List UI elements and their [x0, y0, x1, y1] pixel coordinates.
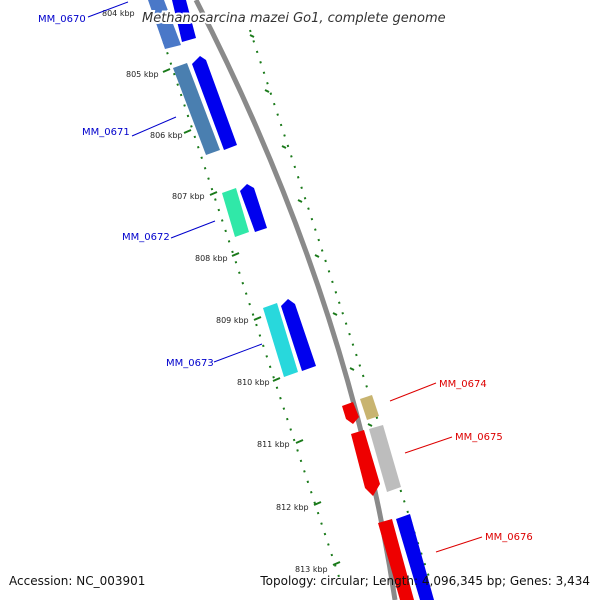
kbp-tick-label: 804 kbp — [102, 9, 135, 18]
forward-strand-arrow — [396, 514, 434, 600]
kbp-tick-label: 808 kbp — [195, 254, 228, 263]
forward-strand-arrow — [172, 0, 196, 42]
gene-label-leader — [435, 536, 483, 553]
gene-label-leader — [87, 1, 129, 18]
kbp-tick-label: 811 kbp — [257, 440, 290, 449]
gene-mm-0676[interactable] — [378, 514, 434, 600]
left-ruler-dots — [149, 0, 341, 581]
genome-summary-text: Topology: circular; Length: 4,096,345 bp… — [260, 574, 590, 588]
kbp-tick-label: 809 kbp — [216, 316, 249, 325]
gene-label-mm-0671[interactable]: MM_0671 — [82, 127, 130, 138]
gene-label-leader — [170, 220, 216, 239]
gene-shaded-box — [148, 0, 181, 49]
gene-mm-0670[interactable] — [148, 0, 196, 49]
left-ruler-major-ticks — [151, 7, 341, 566]
forward-strand-arrow — [281, 299, 316, 371]
gene-shaded-box — [222, 188, 249, 237]
gene-shaded-box — [360, 395, 379, 420]
kbp-tick-label: 813 kbp — [295, 565, 328, 574]
gene-label-leader — [131, 116, 177, 137]
forward-strand-arrow — [192, 56, 237, 150]
reverse-strand-arrow — [351, 430, 380, 496]
gene-mm-0671[interactable] — [173, 56, 237, 155]
kbp-tick-label: 810 kbp — [237, 378, 270, 387]
accession-text: Accession: NC_003901 — [9, 574, 146, 588]
gene-shaded-box — [173, 63, 220, 155]
gene-mm-0674[interactable] — [342, 395, 379, 424]
gene-label-mm-0674[interactable]: MM_0674 — [439, 379, 487, 390]
kbp-tick-label: 805 kbp — [126, 70, 159, 79]
reverse-strand-arrow — [378, 519, 414, 600]
gene-mm-0672[interactable] — [222, 184, 267, 237]
map-title: Methanosarcina mazei Go1, complete genom… — [142, 11, 446, 26]
gene-label-mm-0670[interactable]: MM_0670 — [38, 14, 86, 25]
gene-label-leader — [404, 436, 453, 454]
gene-label-mm-0673[interactable]: MM_0673 — [166, 358, 214, 369]
gene-label-leader — [213, 343, 263, 363]
kbp-tick-label: 806 kbp — [150, 131, 183, 140]
gene-label-mm-0676[interactable]: MM_0676 — [485, 532, 533, 543]
gene-label-leader — [389, 382, 437, 402]
kbp-tick-label: 812 kbp — [276, 503, 309, 512]
forward-strand-arrow — [240, 184, 267, 232]
gene-mm-0675[interactable] — [351, 425, 401, 496]
kbp-tick-label: 807 kbp — [172, 192, 205, 201]
gene-label-mm-0672[interactable]: MM_0672 — [122, 232, 170, 243]
genome-backbone — [193, 0, 398, 600]
gene-mm-0673[interactable] — [263, 299, 316, 377]
gene-label-mm-0675[interactable]: MM_0675 — [455, 432, 503, 443]
gene-shaded-box — [369, 425, 401, 492]
gene-shaded-box — [263, 303, 298, 377]
reverse-strand-arrow — [342, 402, 359, 424]
